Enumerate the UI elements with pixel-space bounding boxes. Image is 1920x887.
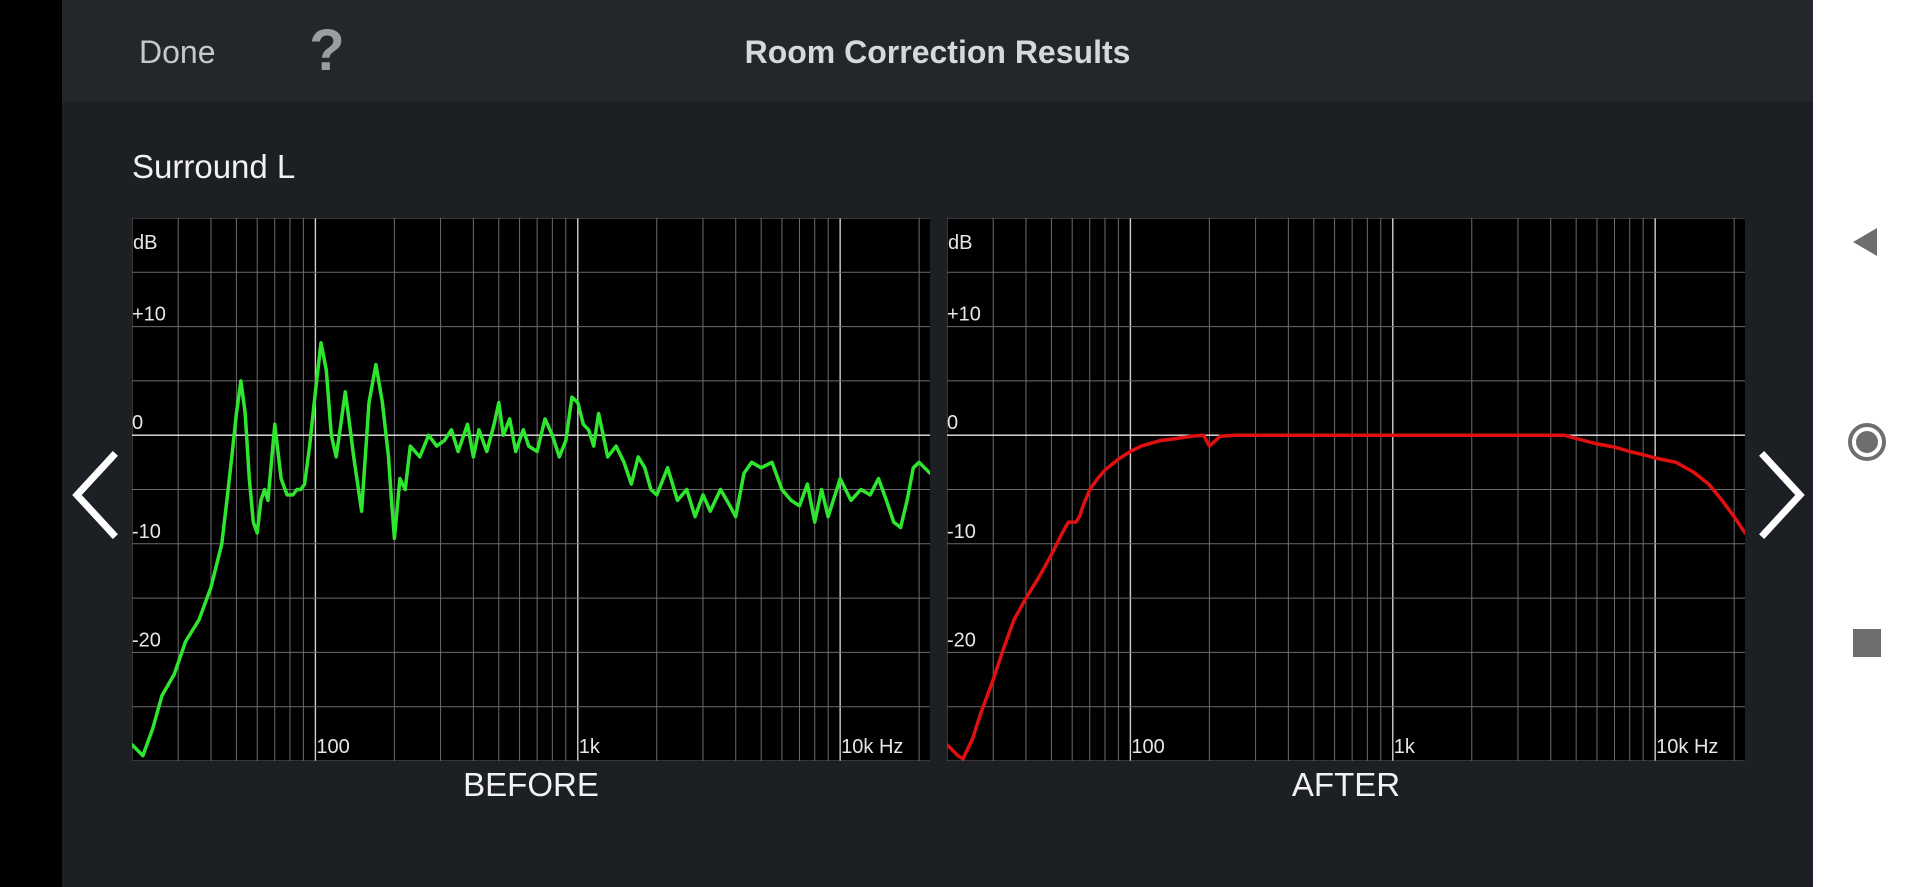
before-y-tick-label: -10 xyxy=(132,521,161,543)
back-button[interactable] xyxy=(1847,222,1887,262)
after-y-unit-label: dB xyxy=(948,232,972,254)
before-chart: dB +10 0 -10 -20 100 1k 10k Hz xyxy=(132,218,930,761)
before-y-tick-label: -20 xyxy=(132,629,161,651)
after-horizontal-grid xyxy=(947,218,1745,761)
previous-channel-button[interactable] xyxy=(65,450,125,540)
help-button[interactable]: ? xyxy=(309,18,345,83)
after-x-tick-label: 10k Hz xyxy=(1656,736,1718,758)
before-x-tick-label: 100 xyxy=(316,736,349,758)
after-x-tick-label: 100 xyxy=(1131,736,1164,758)
after-x-tick-label: 1k xyxy=(1394,736,1416,758)
chevron-right-icon xyxy=(1759,451,1805,539)
before-y-tick-label: 0 xyxy=(132,412,143,434)
page-title: Room Correction Results xyxy=(744,34,1131,70)
channel-name: Surround L xyxy=(132,148,296,185)
before-y-tick-label: +10 xyxy=(132,304,166,326)
before-response-curve xyxy=(132,341,930,758)
next-channel-button[interactable] xyxy=(1752,450,1812,540)
before-label: BEFORE xyxy=(463,766,599,803)
before-y-unit-label: dB xyxy=(133,232,157,254)
done-button[interactable]: Done xyxy=(139,34,216,70)
room-correction-screen: Done ? Room Correction Results Surround … xyxy=(62,0,1813,887)
after-y-tick-label: +10 xyxy=(947,304,981,326)
after-chart-plot: dB +10 0 -10 -20 100 1k 10k Hz xyxy=(947,218,1745,761)
recent-apps-button[interactable] xyxy=(1847,623,1887,663)
after-y-tick-label: 0 xyxy=(947,412,958,434)
after-response-curve xyxy=(947,433,1745,761)
top-bar: Done ? Room Correction Results xyxy=(62,0,1813,102)
circle-home-icon xyxy=(1848,423,1886,461)
home-button[interactable] xyxy=(1847,422,1887,462)
before-horizontal-grid xyxy=(132,218,930,761)
before-x-tick-label: 10k Hz xyxy=(841,736,903,758)
after-chart: dB +10 0 -10 -20 100 1k 10k Hz xyxy=(947,218,1745,761)
system-navigation-bar xyxy=(1813,0,1920,887)
after-y-tick-label: -20 xyxy=(947,629,976,651)
chevron-left-icon xyxy=(72,451,118,539)
before-x-tick-label: 1k xyxy=(579,736,601,758)
square-recent-icon xyxy=(1853,629,1881,657)
triangle-back-icon xyxy=(1853,228,1877,256)
before-chart-plot: dB +10 0 -10 -20 100 1k 10k Hz xyxy=(132,218,930,761)
after-label: AFTER xyxy=(1291,766,1401,803)
after-y-tick-label: -10 xyxy=(947,521,976,543)
